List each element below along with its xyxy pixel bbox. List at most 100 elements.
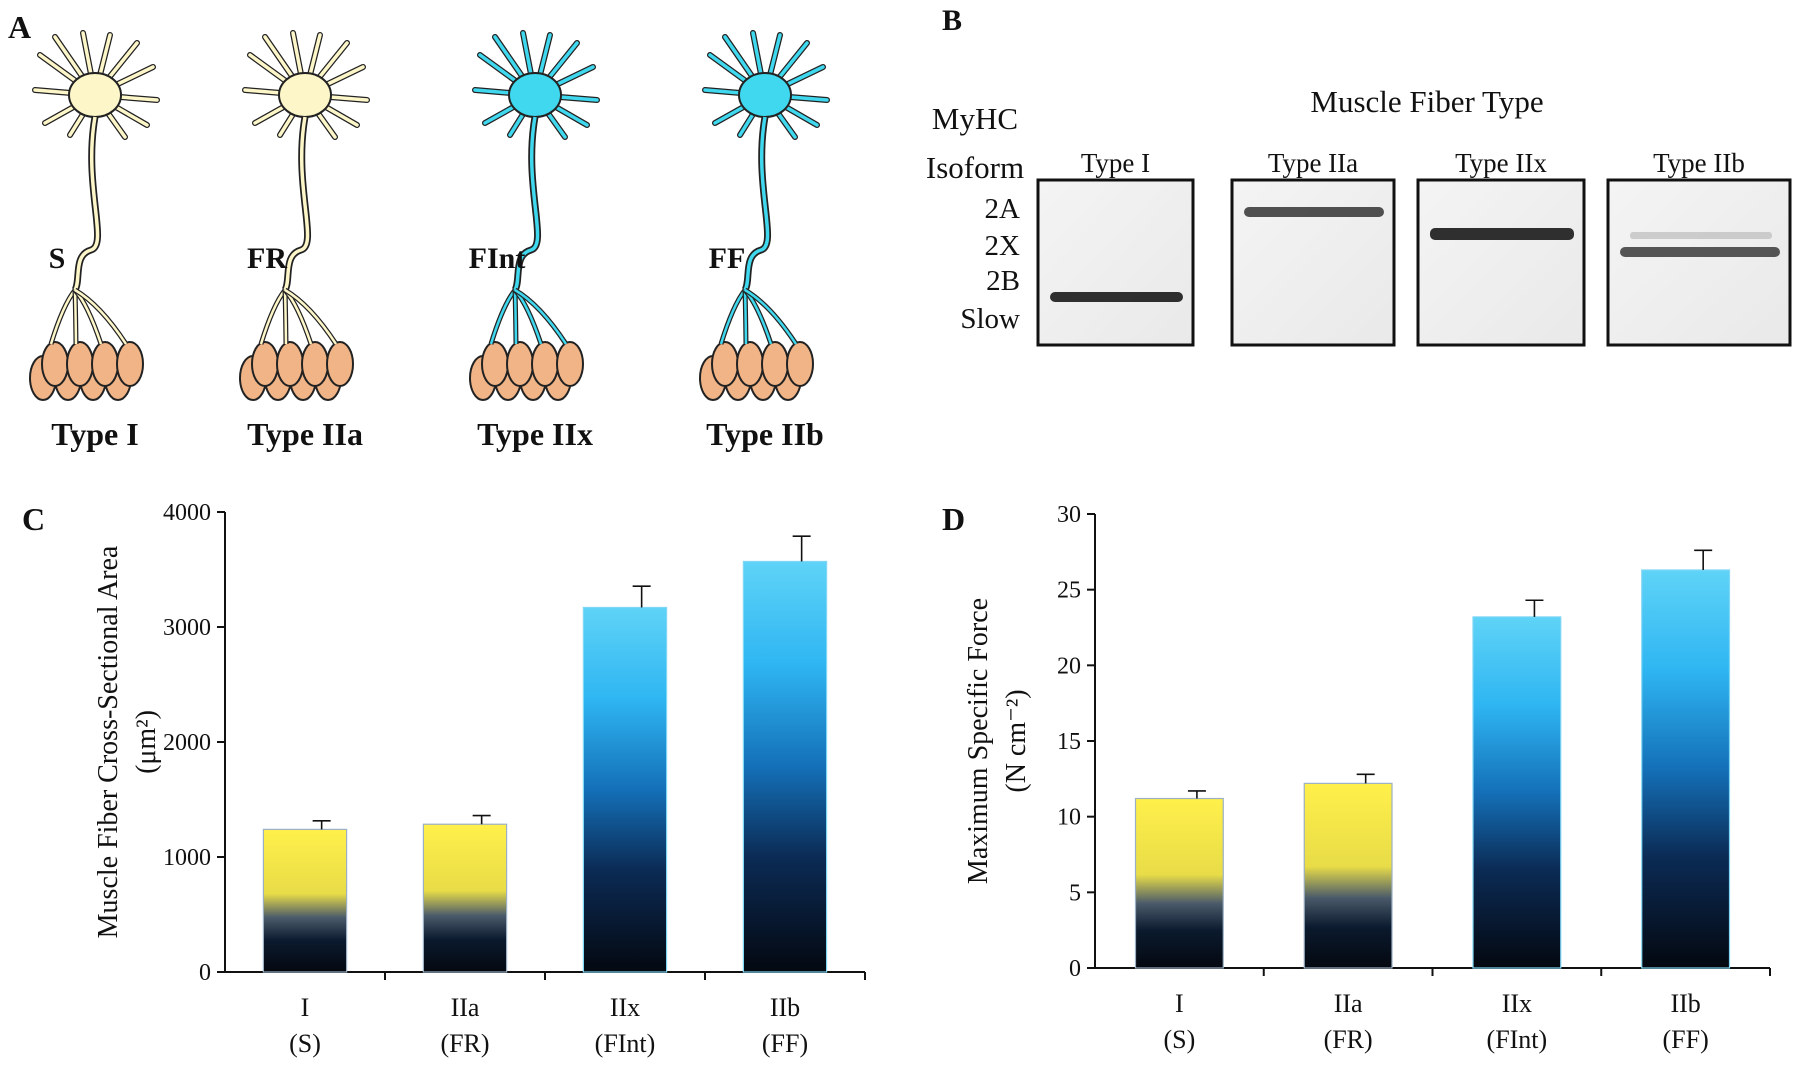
gel-lane-label: Type IIa bbox=[1268, 148, 1358, 178]
y-tick-label: 25 bbox=[1057, 578, 1081, 604]
panel-d: D 0 5 10 15 20 25 30 Maximum Specific Force (N c… bbox=[942, 501, 1771, 1054]
y-axis-unit: (μm²) bbox=[131, 710, 162, 774]
protein-band bbox=[1620, 247, 1780, 257]
axon bbox=[743, 116, 770, 291]
axon bbox=[283, 116, 310, 291]
motor-unit: FR Type IIa bbox=[239, 30, 370, 452]
gel-lane-label: Type IIx bbox=[1455, 148, 1547, 178]
bar bbox=[262, 828, 348, 973]
x-tick-label: I bbox=[301, 993, 310, 1022]
gel-lane: Type IIx bbox=[1416, 148, 1586, 347]
bar bbox=[1472, 616, 1562, 969]
panel-d-letter: D bbox=[942, 501, 965, 537]
isoform-row-label: 2A bbox=[985, 193, 1021, 225]
gel-lane-label: Type IIb bbox=[1653, 148, 1745, 178]
panel-c: C 0 1000 2000 3000 4000 Muscle Fiber Cross-Se… bbox=[22, 500, 866, 1058]
y-tick-label: 3000 bbox=[163, 615, 211, 641]
soma bbox=[68, 72, 122, 118]
fiber-type-label: Type IIa bbox=[247, 416, 363, 452]
protein-band bbox=[1430, 228, 1574, 240]
muscle-fibers bbox=[29, 287, 144, 401]
x-tick-label: IIb bbox=[770, 993, 800, 1022]
y-tick-label: 30 bbox=[1057, 502, 1081, 528]
chart-d: 0 5 10 15 20 25 30 Maximum Specific Force (N cm⁻… bbox=[963, 502, 1771, 1054]
y-tick-label: 20 bbox=[1057, 653, 1081, 679]
bar bbox=[1134, 797, 1224, 969]
isoform-label-line2: Isoform bbox=[926, 150, 1024, 185]
y-tick-label: 2000 bbox=[163, 730, 211, 756]
gel-lane: Type IIb bbox=[1606, 148, 1792, 347]
y-tick-label: 15 bbox=[1057, 729, 1081, 755]
x-tick-sublabel: (FF) bbox=[1663, 1025, 1709, 1054]
y-tick-label: 5 bbox=[1069, 880, 1081, 906]
motor-unit: S Type I bbox=[29, 30, 160, 452]
motor-unit-code: FF bbox=[709, 242, 746, 275]
bar bbox=[1303, 782, 1393, 969]
fiber-type-label: Type I bbox=[51, 416, 138, 452]
x-tick-sublabel: (FR) bbox=[440, 1029, 489, 1058]
chart-c: 0 1000 2000 3000 4000 Muscle Fiber Cross-Sect… bbox=[93, 500, 866, 1058]
panel-b-letter: B bbox=[942, 4, 962, 37]
gel-lane-frame bbox=[1036, 178, 1195, 347]
soma bbox=[278, 72, 332, 118]
x-tick-sublabel: (FF) bbox=[762, 1029, 808, 1058]
gel-lane-label: Type I bbox=[1081, 148, 1150, 178]
soma bbox=[738, 72, 792, 118]
x-tick-sublabel: (FInt) bbox=[595, 1029, 656, 1058]
gel-lane-frame bbox=[1416, 178, 1586, 347]
isoform-label-line1: MyHC bbox=[932, 101, 1018, 136]
x-tick-sublabel: (FR) bbox=[1324, 1025, 1373, 1054]
x-tick-sublabel: (S) bbox=[1163, 1025, 1195, 1054]
y-tick-label: 1000 bbox=[163, 845, 211, 871]
bar bbox=[422, 823, 508, 973]
motor-unit-code: S bbox=[49, 242, 66, 275]
bar bbox=[1641, 569, 1731, 969]
bar bbox=[582, 606, 668, 973]
isoform-row-label: 2B bbox=[986, 265, 1020, 297]
axon bbox=[513, 116, 540, 291]
fiber-type-label: Type IIx bbox=[477, 416, 593, 452]
motor-unit: FF Type IIb bbox=[699, 30, 830, 452]
y-tick-label: 0 bbox=[199, 960, 211, 986]
panel-b-title: Muscle Fiber Type bbox=[1310, 84, 1543, 119]
bar bbox=[742, 560, 828, 973]
x-tick-label: IIa bbox=[1334, 989, 1363, 1018]
protein-band bbox=[1050, 292, 1183, 302]
panel-c-letter: C bbox=[22, 501, 45, 537]
gel-lane-frame bbox=[1230, 178, 1396, 347]
gel-lane: Type IIa bbox=[1230, 148, 1396, 347]
x-tick-label: IIx bbox=[610, 993, 640, 1022]
isoform-row-label: Slow bbox=[960, 303, 1020, 335]
x-tick-label: IIb bbox=[1670, 989, 1700, 1018]
y-tick-label: 10 bbox=[1057, 805, 1081, 831]
motor-unit-code: FInt bbox=[469, 242, 526, 275]
soma bbox=[508, 72, 562, 118]
protein-band bbox=[1244, 207, 1384, 217]
fiber-type-label: Type IIb bbox=[706, 416, 824, 452]
y-tick-label: 0 bbox=[1069, 956, 1081, 982]
x-tick-label: IIa bbox=[451, 993, 480, 1022]
isoform-row-label: 2X bbox=[985, 230, 1021, 262]
x-tick-label: IIx bbox=[1502, 989, 1532, 1018]
muscle-fibers bbox=[469, 287, 584, 401]
motor-units: S Type I FR Type IIa FInt Type IIx FF Type IIb bbox=[29, 30, 830, 452]
y-axis-unit: (N cm⁻²) bbox=[1001, 689, 1032, 792]
motor-unit: FInt Type IIx bbox=[469, 30, 600, 452]
motor-unit-code: FR bbox=[247, 242, 287, 275]
panel-a-letter: A bbox=[8, 9, 31, 45]
gel-lane-frame bbox=[1606, 178, 1792, 347]
y-tick-label: 4000 bbox=[163, 500, 211, 526]
gel-lane: Type I bbox=[1036, 148, 1195, 347]
axon bbox=[73, 116, 100, 291]
x-tick-sublabel: (FInt) bbox=[1487, 1025, 1548, 1054]
x-tick-label: I bbox=[1175, 989, 1184, 1018]
x-tick-sublabel: (S) bbox=[289, 1029, 321, 1058]
gel-lanes: Type I Type IIa Type IIx Type IIb bbox=[1036, 148, 1792, 347]
y-axis-label: Maximum Specific Force bbox=[963, 598, 994, 884]
muscle-fibers bbox=[699, 287, 814, 401]
muscle-fibers bbox=[239, 287, 354, 401]
panel-a: A S Type I FR Type IIa FInt Type IIx FF Type II… bbox=[8, 9, 830, 452]
